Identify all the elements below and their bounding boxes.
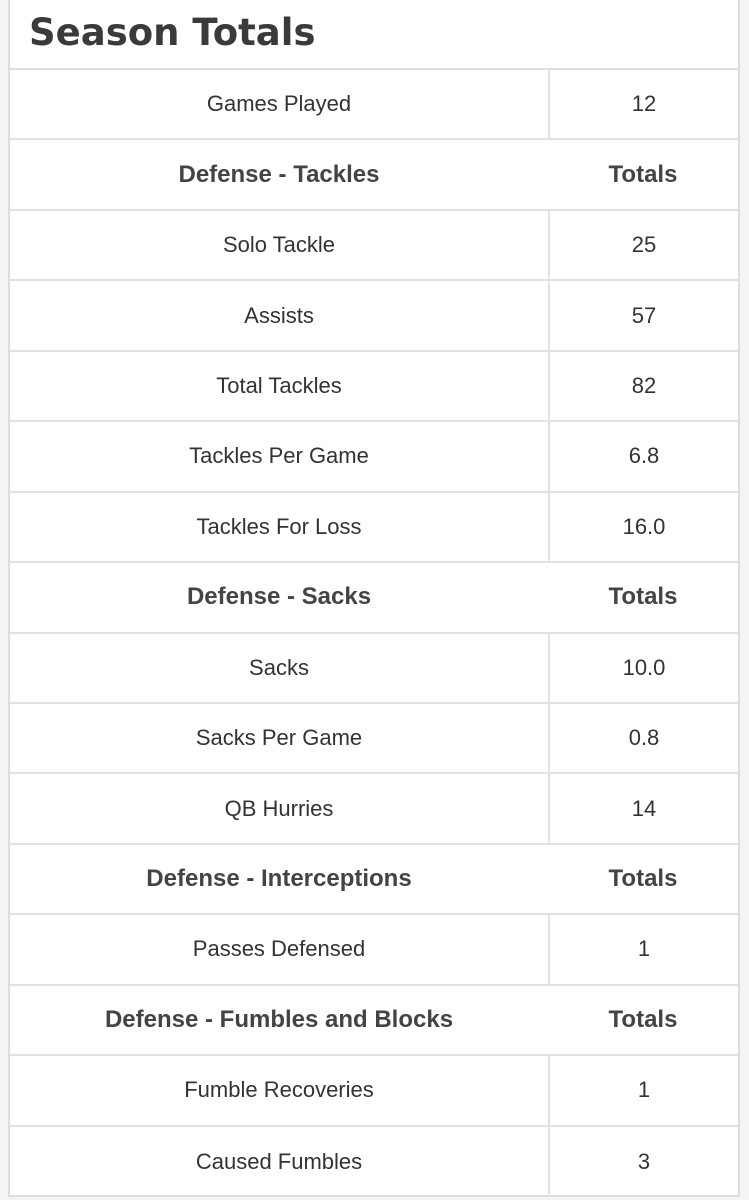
stat-value: 0.8 <box>628 725 660 751</box>
column-header: Totals <box>608 865 678 893</box>
section-header-row: Defense - Fumbles and Blocks Totals <box>10 986 738 1057</box>
stat-row: Tackles For Loss 16.0 <box>10 492 738 564</box>
panel-title: Season Totals <box>10 0 738 70</box>
stat-value: 1 <box>637 1077 651 1103</box>
stat-value: 12 <box>631 91 657 117</box>
season-totals-panel: Season Totals Games Played 12 Defense - Ta… <box>8 0 740 1197</box>
stat-value: 1 <box>637 936 651 962</box>
column-header: Totals <box>608 160 678 188</box>
stat-value: 16.0 <box>622 513 666 539</box>
stat-row: Tackles Per Game 6.8 <box>10 422 738 493</box>
stat-value: 10.0 <box>622 654 666 680</box>
stat-label: Tackles For Loss <box>10 492 550 562</box>
stat-value: 3 <box>637 1148 651 1174</box>
section-header-row: Defense - Tackles Totals <box>10 140 738 211</box>
stat-row: Sacks 10.0 <box>10 633 738 704</box>
stat-row: Games Played 12 <box>10 70 738 141</box>
stat-row: Sacks Per Game 0.8 <box>10 703 738 775</box>
stat-label: Games Played <box>10 70 550 139</box>
stat-row: Total Tackles 82 <box>10 351 738 423</box>
column-header: Totals <box>608 1005 678 1033</box>
section-title: Defense - Fumbles and Blocks <box>104 1005 454 1033</box>
stat-label: Sacks <box>10 633 550 702</box>
stat-value: 6.8 <box>628 443 660 469</box>
stat-label: Total Tackles <box>10 351 550 421</box>
stat-row: Solo Tackle 25 <box>10 210 738 282</box>
stat-value: 25 <box>631 232 657 258</box>
section-title: Defense - Interceptions <box>146 865 412 893</box>
section-header-row: Defense - Sacks Totals <box>10 563 738 634</box>
column-header: Totals <box>608 583 678 611</box>
stat-row: Passes Defensed 1 <box>10 915 738 986</box>
stat-label: QB Hurries <box>10 774 550 843</box>
stat-label: Passes Defensed <box>10 915 550 984</box>
stat-value: 82 <box>631 372 657 398</box>
stat-row: QB Hurries 14 <box>10 774 738 845</box>
stat-value: 14 <box>631 795 657 821</box>
stats-table: Games Played 12 Defense - Tackles Totals Sol… <box>10 70 738 1197</box>
stat-label: Solo Tackle <box>10 210 550 280</box>
stat-row: Fumble Recoveries 1 <box>10 1056 738 1127</box>
stat-value: 57 <box>631 302 657 328</box>
stat-label: Sacks Per Game <box>10 703 550 773</box>
section-title: Defense - Sacks <box>186 583 372 611</box>
stat-label: Caused Fumbles <box>10 1126 550 1197</box>
stat-label: Tackles Per Game <box>10 422 550 491</box>
stat-label: Assists <box>10 281 550 350</box>
section-header-row: Defense - Interceptions Totals <box>10 845 738 916</box>
stat-row: Caused Fumbles 3 <box>10 1126 738 1197</box>
stat-label: Fumble Recoveries <box>10 1056 550 1125</box>
stat-row: Assists 57 <box>10 281 738 352</box>
section-title: Defense - Tackles <box>178 160 380 188</box>
